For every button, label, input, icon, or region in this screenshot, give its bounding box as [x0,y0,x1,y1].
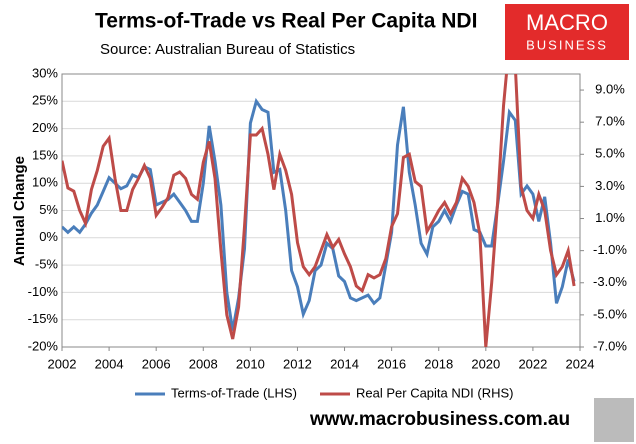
series-line [62,74,576,347]
y2-tick-label: -1.0% [593,242,627,257]
legend-label: Terms-of-Trade (LHS) [171,385,297,400]
x-tick-label: 2004 [95,356,124,371]
x-tick-label: 2020 [471,356,500,371]
x-tick-label: 2018 [424,356,453,371]
x-tick-label: 2006 [142,356,171,371]
y-tick-label: 5% [39,202,58,217]
y2-tick-label: -5.0% [593,306,627,321]
y2-tick-label: 7.0% [595,114,625,129]
y2-tick-label: 5.0% [595,146,625,161]
x-tick-label: 2008 [189,356,218,371]
logo-image [594,398,634,442]
y-tick-label: -15% [28,311,59,326]
y-tick-label: -10% [28,284,59,299]
x-tick-label: 2010 [236,356,265,371]
y-axis-label: Annual Change [11,156,28,266]
y-tick-label: -20% [28,338,59,353]
x-tick-label: 2016 [377,356,406,371]
legend-label: Real Per Capita NDI (RHS) [356,385,514,400]
y-tick-label: 10% [32,175,58,190]
y-tick-label: 25% [32,93,58,108]
logo-text: MACRO [526,10,608,35]
y2-tick-label: 3.0% [595,178,625,193]
x-tick-label: 2002 [48,356,77,371]
plot-border [61,73,581,348]
logo-text: BUSINESS [526,37,608,52]
y-tick-label: -5% [35,257,59,272]
y2-tick-label: 1.0% [595,210,625,225]
y-tick-label: 0% [39,229,58,244]
x-tick-label: 2012 [283,356,312,371]
chart-title: Terms-of-Trade vs Real Per Capita NDI [95,10,477,33]
x-tick-label: 2014 [330,356,359,371]
series-line [62,97,576,331]
y2-tick-label: -3.0% [593,274,627,289]
x-tick-label: 2022 [518,356,547,371]
x-tick-label: 2024 [566,356,595,371]
chart-subtitle: Source: Australian Bureau of Statistics [100,41,355,58]
footer: www.macrobusiness.com.au [309,409,570,430]
y2-tick-label: 9.0% [595,81,625,96]
y-tick-label: 20% [32,120,58,135]
y-tick-label: 30% [32,65,58,80]
y2-tick-label: -7.0% [593,338,627,353]
logo [505,4,629,60]
y-tick-label: 15% [32,147,58,162]
